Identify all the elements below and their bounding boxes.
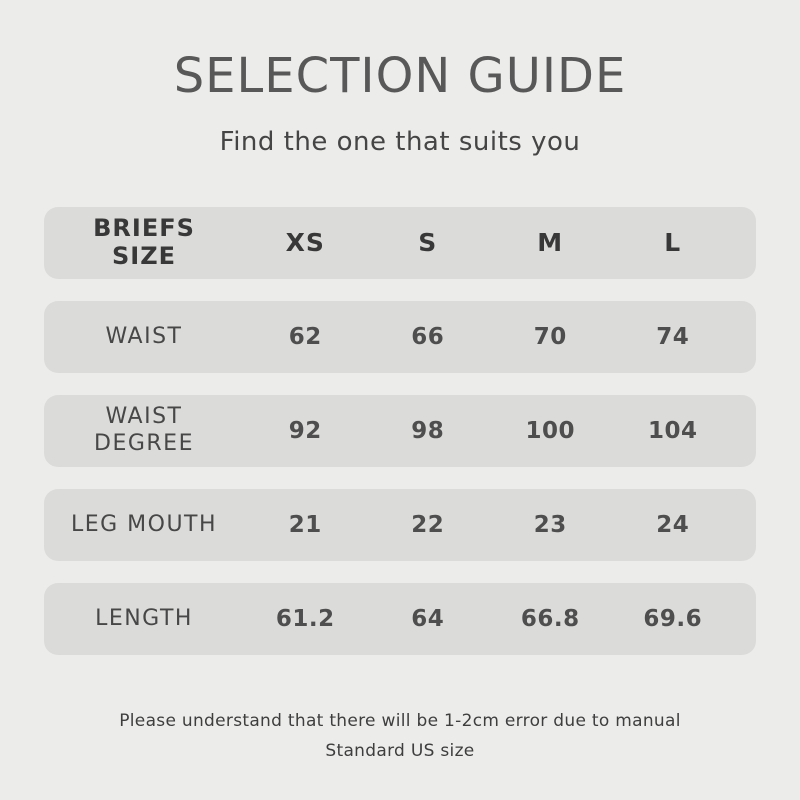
size-table: BRIEFS SIZE XS S M L WAIST 62 66 70 74 W… — [44, 206, 756, 655]
cell-value: 66 — [411, 323, 445, 350]
row-label: LENGTH — [95, 605, 193, 631]
table-row-waist: WAIST 62 66 70 74 — [44, 300, 756, 373]
row-label: WAIST DEGREE — [94, 404, 194, 456]
cell-value: 69.6 — [643, 605, 703, 632]
cell-value: 64 — [411, 605, 445, 632]
cell-value: 100 — [525, 417, 575, 444]
size-header-l: L — [664, 228, 682, 258]
cell-value: 61.2 — [275, 605, 335, 632]
cell-value: 98 — [411, 417, 445, 444]
row-label: WAIST — [105, 323, 183, 349]
cell-value: 22 — [411, 511, 445, 538]
cell-value: 24 — [656, 511, 690, 538]
cell-value: 21 — [288, 511, 322, 538]
table-row-leg-mouth: LEG MOUTH 21 22 23 24 — [44, 488, 756, 561]
cell-value: 104 — [647, 417, 698, 444]
page-title: SELECTION GUIDE — [173, 48, 627, 104]
cell-value: 66.8 — [520, 605, 580, 632]
cell-value: 74 — [656, 323, 690, 350]
table-row-length: LENGTH 61.2 64 66.8 69.6 — [44, 582, 756, 655]
cell-value: 23 — [533, 511, 567, 538]
size-table-header-row: BRIEFS SIZE XS S M L — [44, 206, 756, 279]
row-label: LEG MOUTH — [70, 511, 218, 537]
disclaimer: Please understand that there will be 1-2… — [119, 707, 681, 767]
disclaimer-line-1: Please understand that there will be 1-2… — [119, 710, 681, 731]
page-subtitle: Find the one that suits you — [219, 126, 581, 157]
cell-value: 92 — [288, 417, 322, 444]
size-header-s: S — [418, 228, 438, 258]
size-header-m: M — [537, 228, 564, 258]
table-row-waist-degree: WAIST DEGREE 92 98 100 104 — [44, 394, 756, 467]
cell-value: 70 — [533, 323, 567, 350]
cell-value: 62 — [288, 323, 322, 350]
disclaimer-line-2: Standard US size — [325, 740, 475, 761]
size-table-header-label: BRIEFS SIZE — [93, 214, 195, 270]
size-header-xs: XS — [285, 228, 325, 258]
